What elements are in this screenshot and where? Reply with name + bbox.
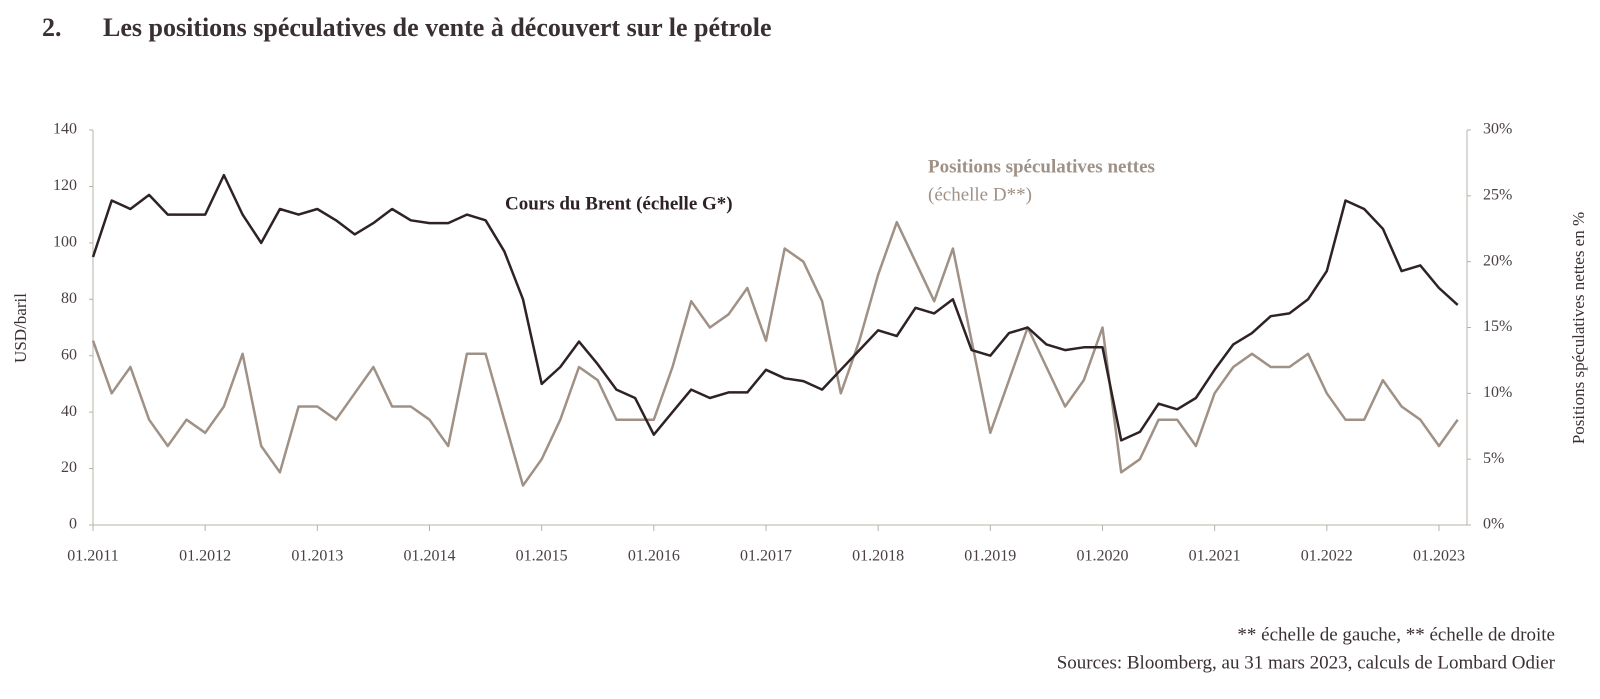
y2-tick-label: 0%: [1483, 516, 1504, 533]
x-tick-label: 01.2020: [1076, 548, 1128, 565]
y-tick-label: 140: [53, 121, 77, 138]
chart-title: Les positions spéculatives de vente à dé…: [103, 13, 771, 42]
footnote: Sources: Bloomberg, au 31 mars 2023, cal…: [1057, 652, 1556, 673]
y2-tick-label: 30%: [1483, 121, 1512, 138]
x-tick-label: 01.2015: [516, 548, 568, 565]
x-tick-label: 01.2021: [1189, 548, 1241, 565]
chart-number: 2.: [42, 13, 62, 42]
y2-tick-label: 20%: [1483, 252, 1512, 269]
x-tick-label: 01.2014: [403, 548, 455, 565]
x-tick-label: 01.2017: [740, 548, 792, 565]
x-tick-label: 01.2013: [291, 548, 343, 565]
annotation: Cours du Brent (échelle G*): [505, 193, 733, 214]
x-tick-label: 01.2018: [852, 548, 904, 565]
y2-tick-label: 15%: [1483, 318, 1512, 335]
x-tick-label: 01.2019: [964, 548, 1016, 565]
y2-axis-label: Positions spéculatives nettes en %: [1569, 212, 1588, 444]
y2-tick-label: 5%: [1483, 450, 1504, 467]
annotation: Positions spéculatives nettes: [928, 156, 1155, 177]
series-line: [91, 173, 1459, 442]
x-tick-label: 01.2012: [179, 548, 231, 565]
y2-tick-label: 10%: [1483, 384, 1512, 401]
y-tick-label: 0: [69, 516, 77, 533]
annotation: (échelle D**): [928, 184, 1032, 205]
y-tick-label: 20: [61, 459, 77, 476]
y-tick-label: 120: [53, 177, 77, 194]
y2-tick-label: 25%: [1483, 187, 1512, 204]
x-tick-label: 01.2016: [628, 548, 680, 565]
x-tick-label: 01.2022: [1301, 548, 1353, 565]
x-tick-label: 01.2011: [67, 548, 118, 565]
y-axis-label: USD/baril: [11, 293, 30, 363]
y-tick-label: 60: [61, 346, 77, 363]
series-line: [91, 220, 1459, 487]
y-tick-label: 80: [61, 290, 77, 307]
x-tick-label: 01.2023: [1413, 548, 1465, 565]
footnote: ** échelle de gauche, ** échelle de droi…: [1237, 624, 1555, 645]
y-tick-label: 40: [61, 403, 77, 420]
y-tick-label: 100: [53, 234, 77, 251]
